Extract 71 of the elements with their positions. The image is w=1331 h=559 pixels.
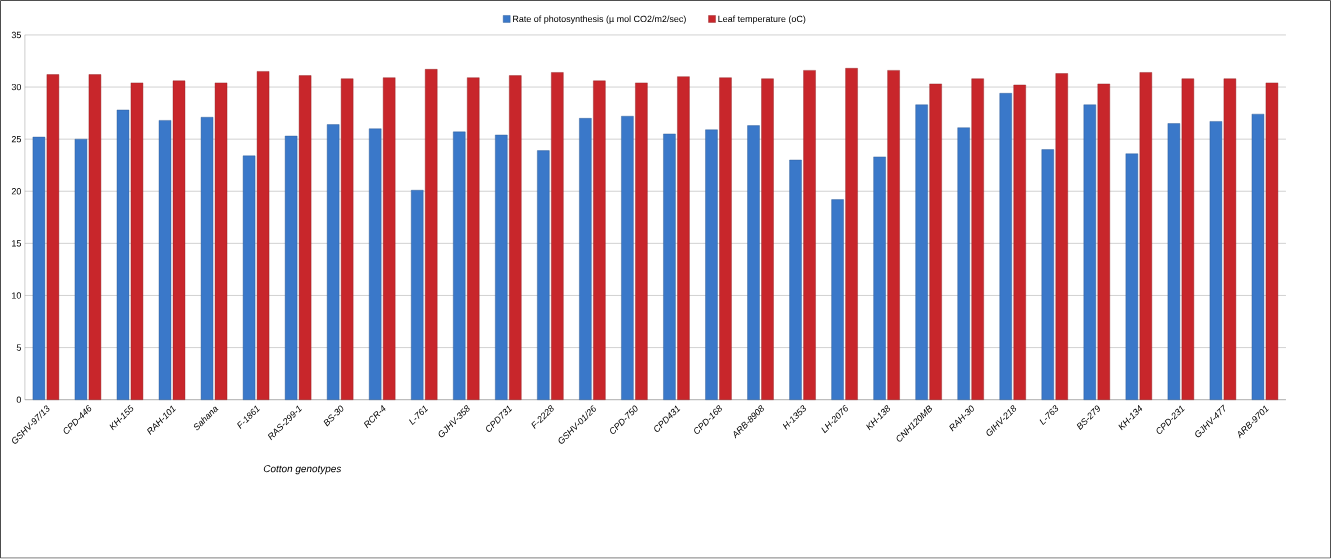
bar bbox=[1041, 149, 1054, 401]
bar bbox=[88, 74, 102, 401]
bar bbox=[200, 117, 214, 401]
bar bbox=[915, 104, 928, 401]
bar bbox=[158, 120, 172, 401]
bar bbox=[999, 93, 1012, 401]
bar bbox=[747, 125, 760, 401]
bar bbox=[789, 160, 802, 401]
bar bbox=[298, 75, 312, 401]
bar bbox=[845, 68, 858, 401]
bar bbox=[425, 69, 438, 401]
bar bbox=[340, 78, 354, 401]
bar bbox=[1097, 83, 1110, 401]
bar bbox=[326, 124, 340, 401]
bar bbox=[453, 131, 466, 401]
bar bbox=[214, 82, 228, 401]
bar bbox=[719, 77, 732, 401]
y-tick-label: 10 bbox=[12, 292, 22, 299]
bar bbox=[929, 83, 942, 401]
bar bbox=[382, 77, 396, 401]
bar bbox=[130, 82, 144, 401]
legend-label: Rate of photosynthesis (µ mol CO2/m2/sec) bbox=[513, 15, 686, 25]
bar bbox=[971, 78, 984, 401]
bar bbox=[1223, 78, 1237, 401]
bar bbox=[1209, 121, 1223, 401]
bar bbox=[593, 80, 606, 401]
bar bbox=[1167, 123, 1181, 401]
bar bbox=[957, 127, 970, 401]
bar bbox=[411, 190, 424, 401]
y-tick-label: 35 bbox=[11, 31, 21, 39]
bar bbox=[1181, 78, 1195, 401]
bar bbox=[887, 70, 900, 401]
bar bbox=[172, 80, 186, 401]
y-tick-label: 15 bbox=[12, 240, 21, 247]
bar bbox=[74, 139, 88, 401]
bar bbox=[803, 70, 816, 401]
bar bbox=[242, 155, 256, 401]
bar bbox=[551, 72, 564, 401]
bar bbox=[116, 109, 130, 401]
bar bbox=[761, 78, 774, 401]
bar bbox=[284, 136, 298, 401]
bar bbox=[1055, 73, 1068, 401]
y-tick-label: 0 bbox=[16, 396, 22, 404]
bar bbox=[705, 129, 718, 401]
y-tick-label: 20 bbox=[11, 188, 22, 195]
bar bbox=[1125, 153, 1139, 401]
bar bbox=[1265, 82, 1279, 401]
bar bbox=[495, 134, 508, 401]
bar bbox=[1083, 104, 1096, 401]
y-tick-label: 30 bbox=[11, 84, 22, 91]
bar bbox=[256, 71, 270, 401]
x-axis-title: Cotton genotypes bbox=[263, 465, 342, 475]
bar bbox=[635, 82, 648, 401]
bar bbox=[537, 150, 550, 401]
bar bbox=[831, 199, 844, 401]
bar bbox=[369, 128, 382, 401]
legend-label: Leaf temperature (oC) bbox=[718, 15, 806, 25]
bar bbox=[677, 76, 690, 401]
bar bbox=[32, 137, 46, 401]
bar bbox=[46, 74, 60, 401]
bar bbox=[1251, 114, 1265, 401]
bar bbox=[621, 116, 634, 401]
bar bbox=[873, 156, 886, 401]
y-tick-label: 5 bbox=[16, 344, 21, 351]
bar bbox=[1139, 72, 1153, 401]
bar bbox=[663, 133, 676, 401]
bar bbox=[579, 118, 592, 401]
bar bbox=[509, 75, 522, 401]
y-tick-label: 25 bbox=[11, 136, 21, 143]
bar bbox=[1013, 84, 1026, 401]
bar bbox=[467, 77, 480, 401]
